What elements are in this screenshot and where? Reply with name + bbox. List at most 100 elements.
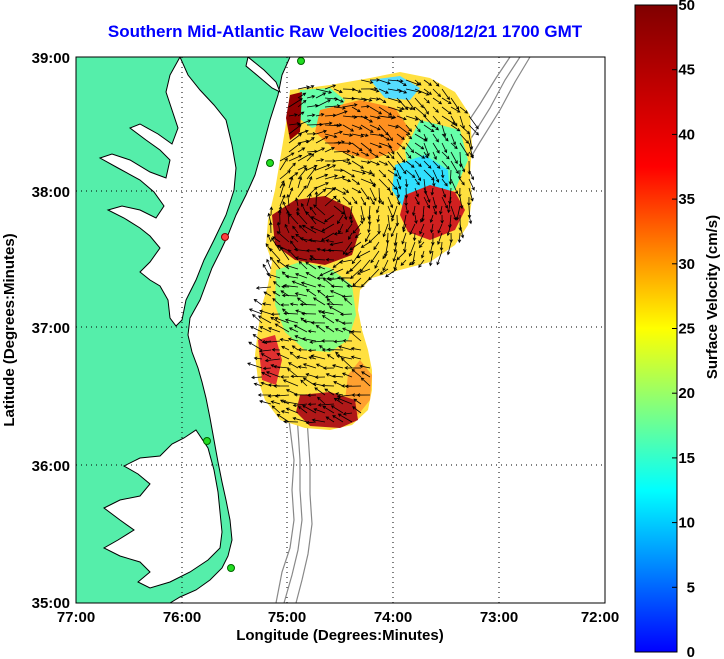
current-arrow <box>253 298 263 306</box>
current-arrow <box>297 165 308 171</box>
current-arrow <box>306 167 317 180</box>
current-arrow <box>369 115 381 120</box>
radar-station-marker <box>297 57 305 65</box>
x-tick-label: 77:00 <box>57 609 95 626</box>
current-arrow <box>414 124 421 133</box>
current-arrow <box>346 284 362 288</box>
current-arrow <box>297 185 307 198</box>
velocity-patch-darkred <box>296 392 358 428</box>
current-arrow <box>441 142 448 154</box>
current-arrow <box>325 257 335 262</box>
current-arrow <box>360 205 366 222</box>
current-arrow <box>326 347 344 352</box>
current-arrow <box>367 223 371 234</box>
current-arrow <box>354 232 362 239</box>
colorbar: 0 5 10 15 20 25 30 35 40 45 50 Surface Velocity (c… <box>634 0 721 659</box>
current-arrow <box>321 315 335 324</box>
chesapeake-bay <box>98 57 237 327</box>
velocity-patch-darkred <box>272 196 360 265</box>
current-arrow <box>273 364 290 369</box>
current-arrow <box>297 129 309 135</box>
map-title: Southern Mid-Atlantic Raw Velocities 200… <box>107 22 583 41</box>
current-arrow <box>360 124 374 133</box>
current-arrow <box>327 277 344 282</box>
current-arrow <box>414 160 422 167</box>
current-arrow <box>378 196 384 206</box>
current-arrow <box>369 142 383 149</box>
current-arrow <box>271 348 281 352</box>
current-arrow <box>297 85 310 90</box>
current-arrow <box>468 133 474 151</box>
current-arrow <box>333 158 351 162</box>
current-arrow <box>402 223 407 233</box>
current-arrow <box>267 233 272 243</box>
current-arrow <box>432 151 437 160</box>
radar-station-marker <box>221 233 229 241</box>
radar-station-marker <box>266 159 274 167</box>
current-arrow <box>387 106 403 113</box>
current-arrow <box>291 280 308 288</box>
colorbar-tick-label: 10 <box>678 515 695 532</box>
velocity-patch-darkred <box>286 92 302 140</box>
current-arrow <box>293 392 308 397</box>
current-arrow <box>423 79 433 86</box>
current-arrow <box>333 397 344 405</box>
current-arrow <box>285 407 299 414</box>
current-arrow <box>323 214 335 223</box>
current-arrow <box>333 232 344 236</box>
current-arrow <box>330 284 344 289</box>
current-arrow <box>348 205 353 221</box>
current-arrow <box>262 263 272 279</box>
current-arrow <box>423 142 430 157</box>
current-arrow <box>279 194 286 207</box>
current-arrow <box>387 187 394 196</box>
current-arrow <box>396 133 405 140</box>
current-arrow <box>351 196 358 205</box>
current-arrow <box>390 223 398 238</box>
current-arrow <box>351 124 363 130</box>
current-arrow <box>323 366 335 370</box>
current-arrow <box>321 223 335 232</box>
current-arrow <box>450 124 461 132</box>
current-arrow <box>297 348 308 352</box>
current-arrow <box>338 223 344 234</box>
current-arrow <box>441 115 456 125</box>
current-arrow <box>252 333 263 342</box>
current-arrow <box>351 106 361 113</box>
current-arrow <box>305 272 317 279</box>
current-arrow <box>396 160 407 175</box>
current-arrow <box>269 206 274 216</box>
current-arrow <box>336 214 344 225</box>
current-arrow <box>324 147 335 153</box>
current-arrow <box>342 141 353 146</box>
current-arrow <box>311 418 326 423</box>
current-arrow <box>352 277 362 287</box>
current-arrow <box>459 196 464 210</box>
map-layer <box>76 57 605 603</box>
colorbar-tick-label: 45 <box>678 62 695 79</box>
colorbar-tick-label: 50 <box>678 0 695 14</box>
current-arrow <box>360 142 373 152</box>
current-arrow <box>360 169 373 175</box>
current-arrow <box>342 205 348 221</box>
current-arrow <box>325 416 335 423</box>
current-arrow <box>455 205 461 221</box>
current-arrow <box>327 248 344 253</box>
current-arrow <box>341 294 353 299</box>
current-arrow <box>342 241 353 255</box>
current-arrow <box>342 169 356 178</box>
current-arrow <box>351 178 361 185</box>
current-arrow <box>276 259 290 270</box>
current-arrow <box>298 260 308 270</box>
current-arrow <box>411 205 416 217</box>
current-arrow <box>432 79 440 87</box>
current-arrow <box>468 187 474 202</box>
current-arrow <box>376 214 380 223</box>
current-arrow <box>281 345 290 351</box>
current-arrow <box>287 362 299 369</box>
current-arrow <box>395 214 400 227</box>
current-arrow <box>288 327 299 333</box>
current-arrow <box>423 133 428 142</box>
colorbar-tick-label: 25 <box>678 321 695 338</box>
current-arrow <box>253 382 263 387</box>
